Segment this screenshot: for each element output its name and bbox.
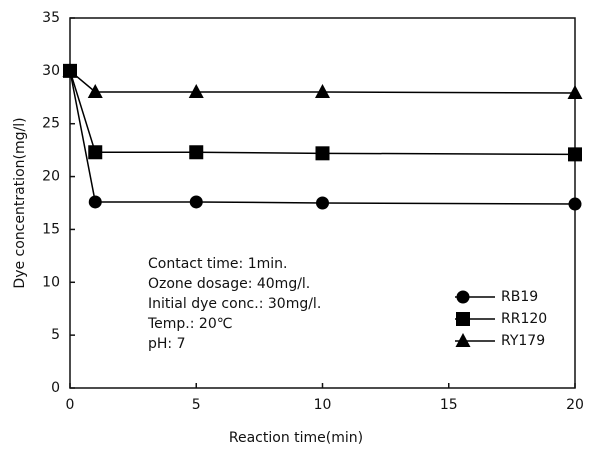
x-tick-label: 15: [440, 397, 458, 413]
marker: [88, 195, 102, 209]
legend-label: RR120: [501, 311, 547, 327]
marker: [188, 84, 204, 98]
marker: [62, 62, 78, 77]
marker: [87, 84, 103, 98]
legend-marker: [456, 312, 470, 326]
x-axis-label: Reaction time(min): [229, 430, 363, 446]
y-tick-label: 25: [42, 116, 60, 132]
y-axis-label: Dye concentration(mg/l): [12, 117, 28, 288]
legend-marker: [456, 290, 470, 304]
x-tick-label: 20: [566, 397, 584, 413]
marker: [567, 85, 583, 100]
y-tick-label: 0: [51, 380, 60, 396]
marker: [189, 145, 204, 160]
annotation: Temp.: 20℃: [147, 316, 232, 332]
annotation: pH: 7: [148, 336, 186, 352]
marker: [316, 196, 329, 210]
legend-label: RY179: [501, 333, 545, 349]
legend-marker: [455, 333, 471, 347]
marker: [189, 195, 203, 209]
y-tick-label: 15: [42, 221, 60, 237]
marker: [568, 147, 582, 162]
x-tick-label: 10: [314, 397, 332, 413]
annotation: Contact time: 1min.: [148, 256, 287, 272]
marker: [568, 197, 582, 211]
y-tick-label: 5: [51, 327, 60, 343]
y-tick-label: 35: [42, 10, 60, 26]
y-tick-label: 10: [42, 274, 60, 290]
marker: [88, 145, 103, 160]
x-tick-label: 5: [192, 397, 201, 413]
annotation: Ozone dosage: 40mg/l.: [148, 276, 310, 292]
x-tick-label: 0: [66, 397, 75, 413]
series-line: [69, 70, 576, 156]
y-tick-label: 30: [42, 63, 60, 79]
marker: [315, 84, 330, 98]
marker: [315, 146, 330, 161]
annotation: Initial dye conc.: 30mg/l.: [148, 296, 321, 312]
legend-label: RB19: [501, 289, 538, 305]
y-tick-label: 20: [42, 169, 60, 185]
